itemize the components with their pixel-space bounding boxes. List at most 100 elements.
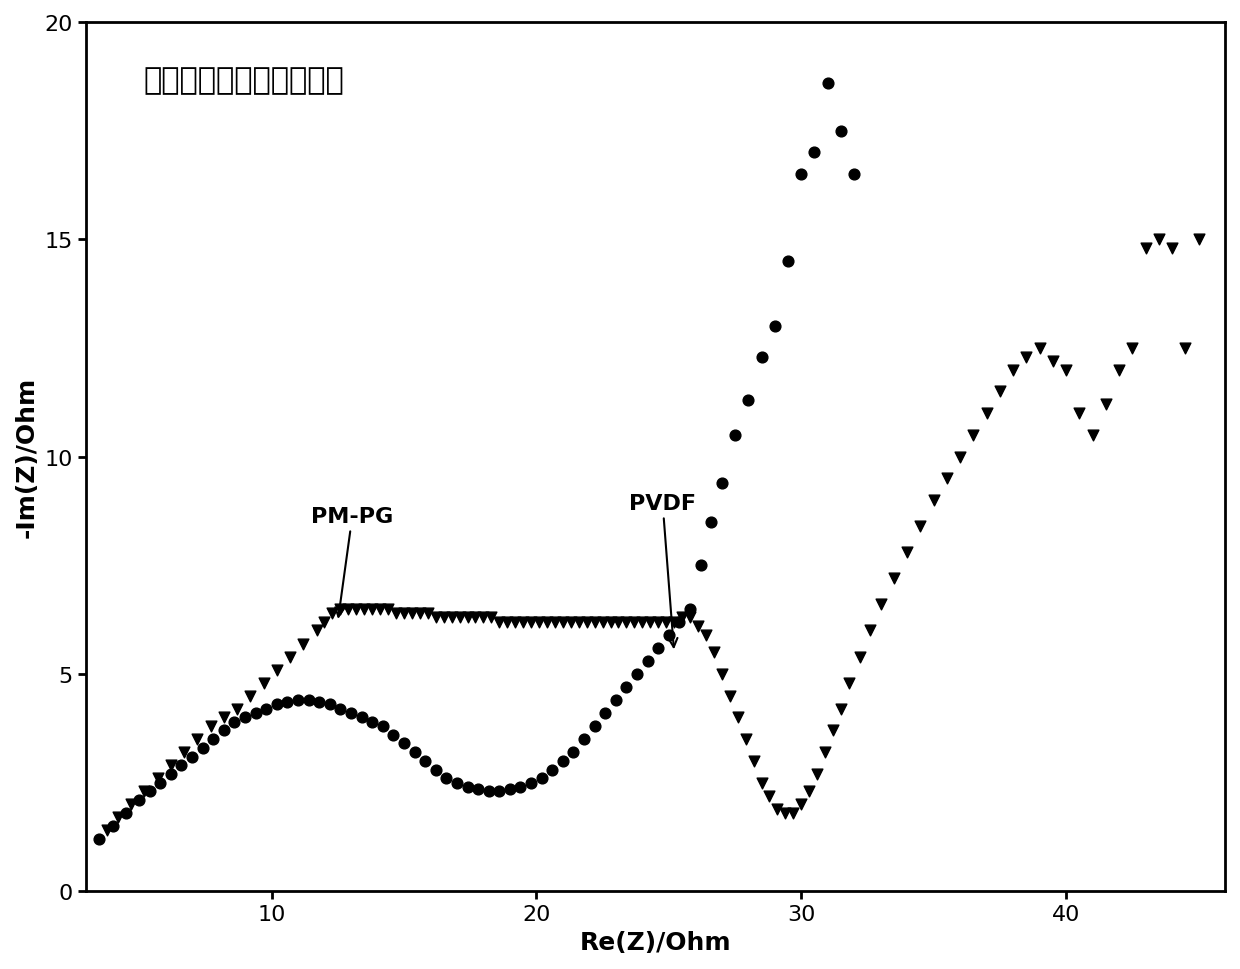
PVDF [479,784,498,799]
PM-PG [98,823,118,838]
PVDF [246,705,265,721]
PM-PG [640,614,660,630]
PM-PG [355,602,374,617]
PM-PG [1096,397,1116,413]
PM-PG [870,597,890,612]
PM-PG [791,797,811,812]
PM-PG [807,766,827,782]
Text: 电池循环之后的阻抗测试: 电池循环之后的阻抗测试 [143,67,343,95]
PM-PG [134,784,154,799]
PM-PG [600,614,620,630]
PVDF [606,693,626,708]
PVDF [765,319,785,334]
PM-PG [569,614,589,630]
PVDF [458,779,477,795]
PM-PG [1122,341,1142,357]
PM-PG [898,545,918,560]
PVDF [320,697,340,712]
PM-PG [632,614,652,630]
PM-PG [649,614,668,630]
PVDF [224,714,244,730]
PVDF [331,702,351,717]
PVDF [805,145,825,161]
PM-PG [775,805,795,821]
PVDF [595,705,615,721]
PVDF [680,602,699,617]
PVDF [415,753,435,768]
PM-PG [609,614,629,630]
PVDF [150,775,170,791]
PVDF [553,753,573,768]
PM-PG [1056,362,1076,378]
PVDF [490,784,510,799]
PVDF [203,732,223,747]
PM-PG [394,606,414,621]
PM-PG [719,688,739,703]
PM-PG [831,702,851,717]
PVDF [521,775,541,791]
PVDF [738,393,758,409]
PM-PG [108,810,128,826]
PVDF [352,710,372,726]
PVDF [404,744,424,760]
PM-PG [1136,241,1156,257]
PVDF [129,793,149,808]
PM-PG [665,614,684,630]
PVDF [751,350,771,365]
PM-PG [458,610,477,626]
PVDF [725,427,745,443]
PVDF [299,693,319,708]
PM-PG [174,744,193,760]
PM-PG [815,744,835,760]
PVDF [436,770,456,786]
PM-PG [122,797,141,812]
PM-PG [728,710,748,726]
PVDF [288,693,308,708]
PVDF [532,770,552,786]
PM-PG [712,667,732,682]
PM-PG [672,610,692,626]
PM-PG [362,602,382,617]
PM-PG [441,610,461,626]
PM-PG [241,688,260,703]
PM-PG [434,610,454,626]
PVDF [171,758,191,773]
PM-PG [839,675,859,691]
PM-PG [474,610,494,626]
PVDF [192,740,212,756]
PM-PG [521,614,541,630]
PVDF [257,702,277,717]
PVDF [446,775,466,791]
PM-PG [402,606,422,621]
PM-PG [937,471,957,486]
PM-PG [784,805,804,821]
PM-PG [490,614,510,630]
PM-PG [1149,233,1169,248]
PVDF [791,168,811,183]
PVDF [511,779,531,795]
PM-PG [553,614,573,630]
PM-PG [910,518,930,534]
PM-PG [861,623,880,639]
PVDF [383,728,403,743]
PVDF [182,749,202,765]
PM-PG [513,614,533,630]
PM-PG [688,619,708,635]
PM-PG [294,636,314,651]
PM-PG [537,614,557,630]
PM-PG [963,427,983,443]
PM-PG [215,710,234,726]
PVDF [777,254,797,269]
PVDF [236,710,255,726]
PVDF [278,695,298,710]
PM-PG [704,644,724,660]
PM-PG [680,610,699,626]
PM-PG [800,784,820,799]
PM-PG [306,623,326,639]
PM-PG [1029,341,1049,357]
PVDF [637,653,657,669]
PM-PG [529,614,549,630]
PVDF [670,614,689,630]
PM-PG [1109,362,1128,378]
PM-PG [696,627,715,642]
